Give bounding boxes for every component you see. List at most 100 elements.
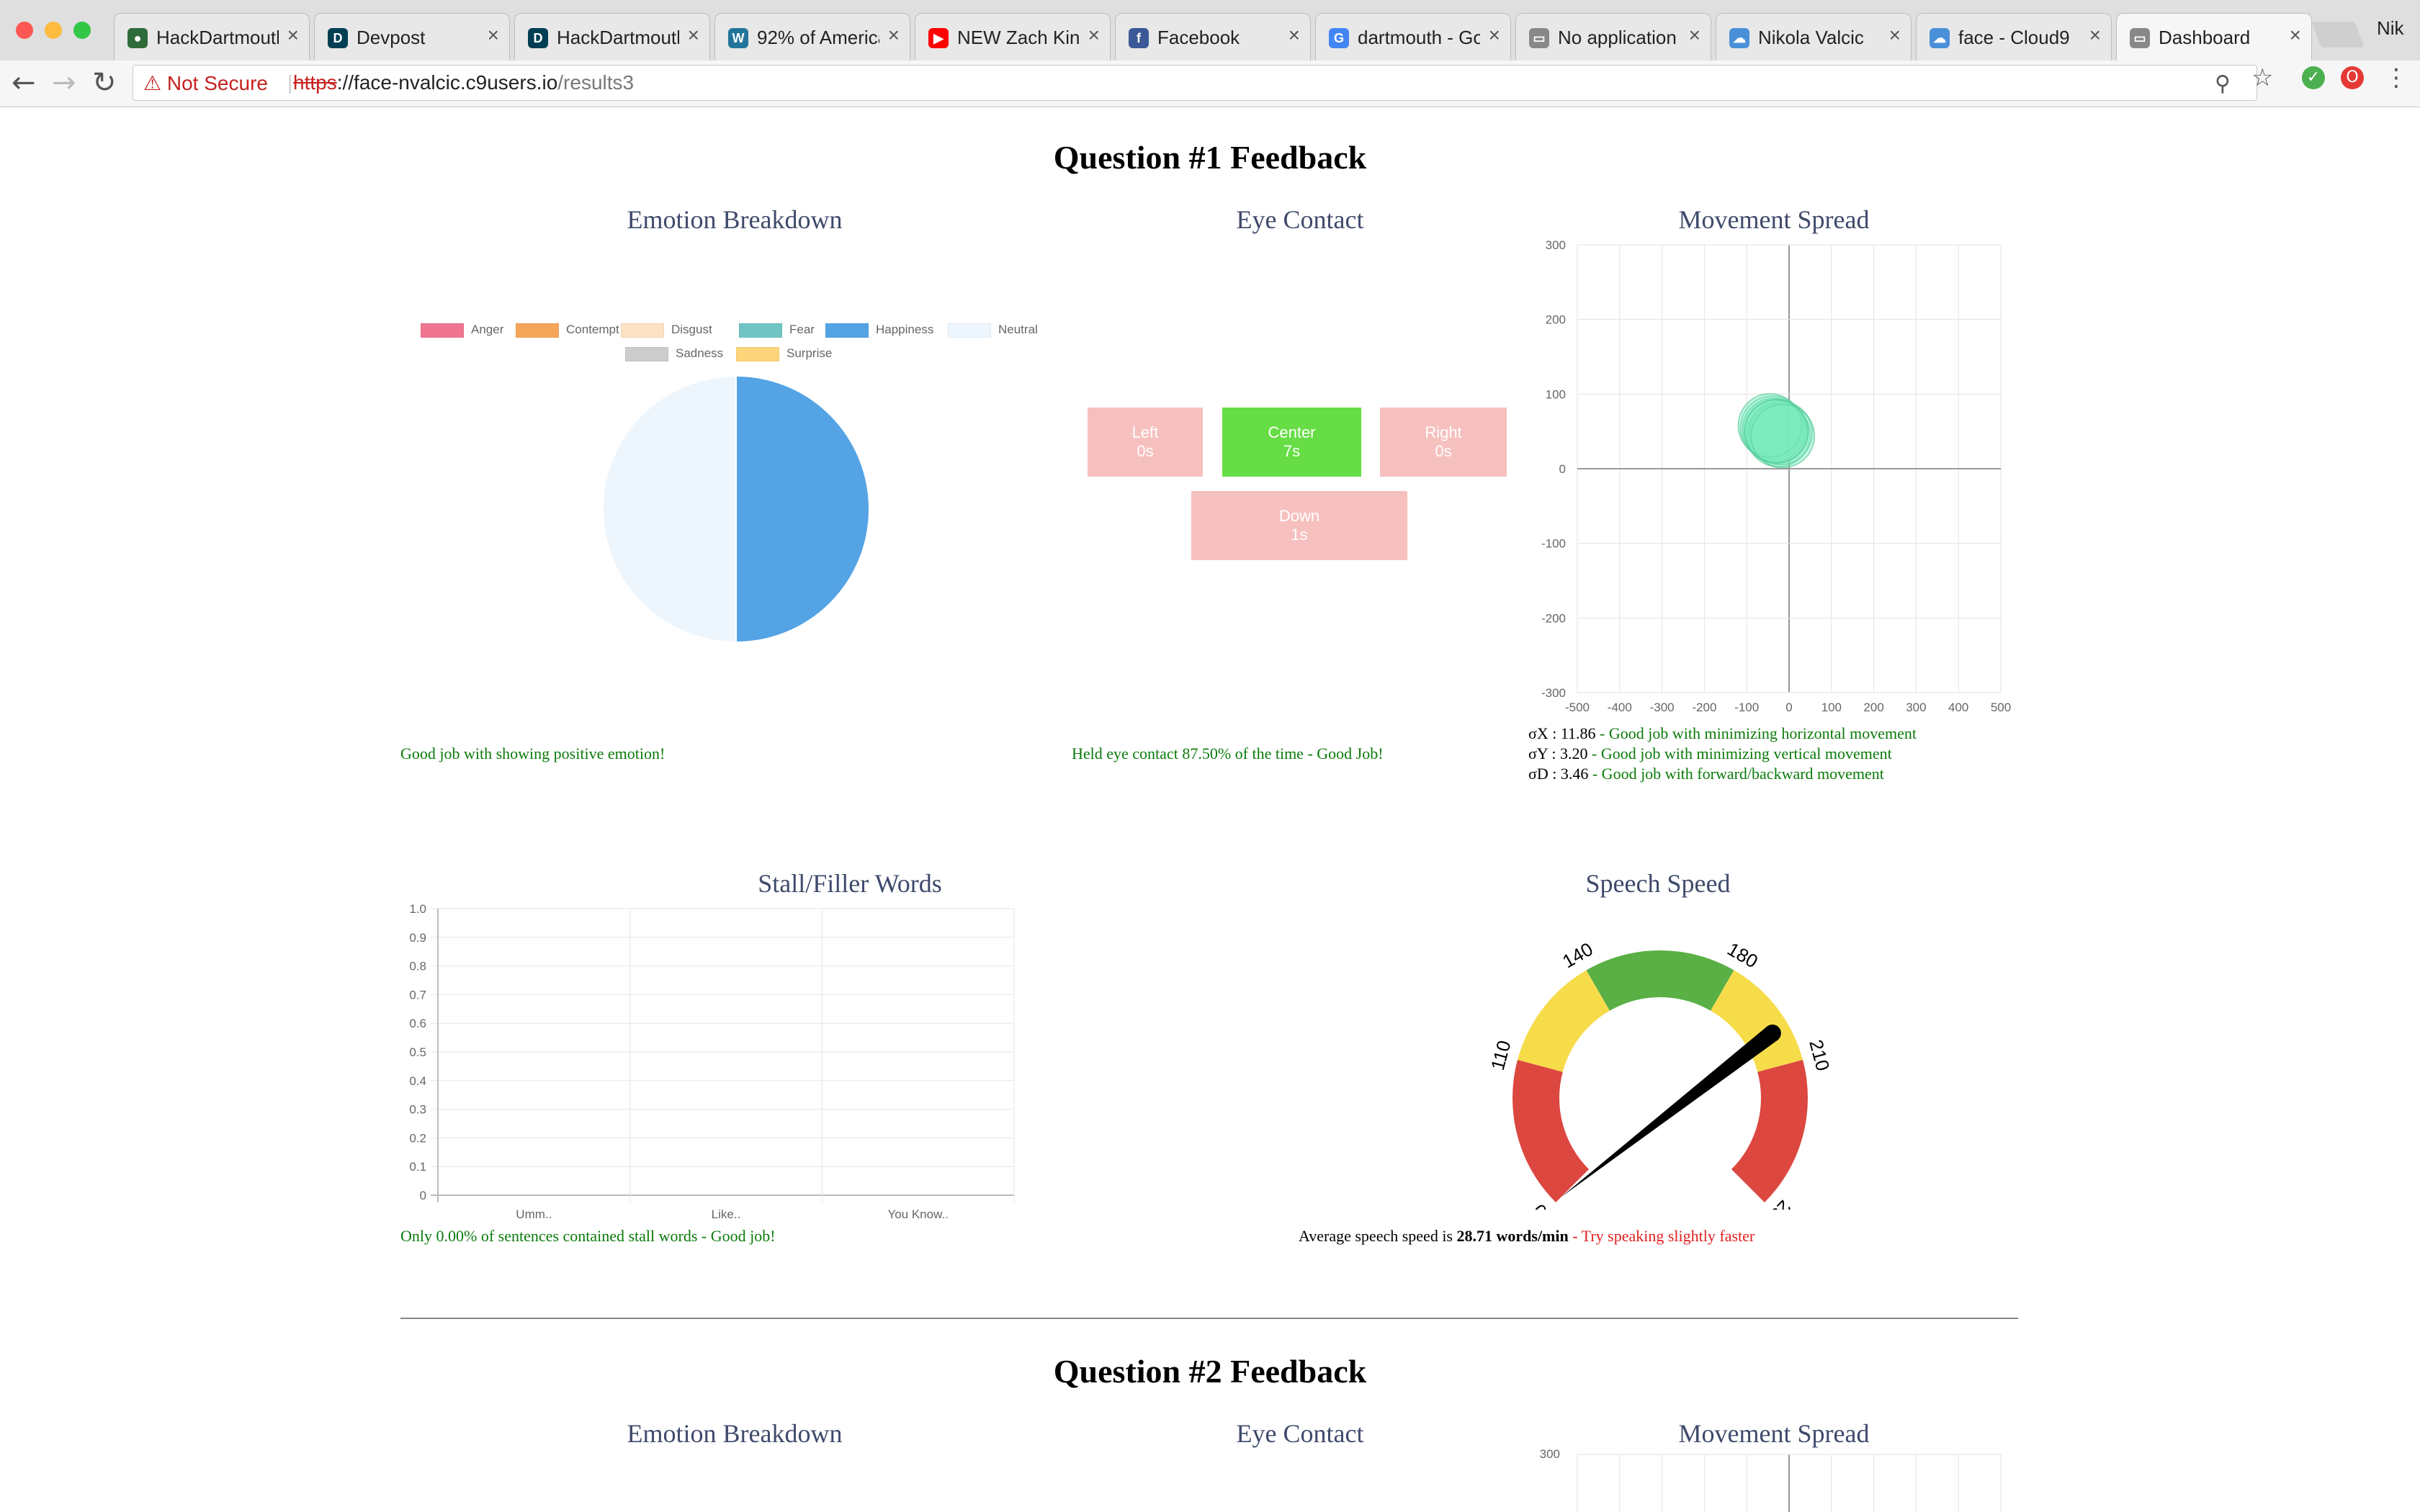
y-tick-label: 0.8 [409,960,426,973]
close-window-button[interactable] [16,22,33,39]
x-tick-label: -300 [1650,701,1675,714]
address-bar[interactable]: ⚠ Not Secure | https://face-nvalcic.c9us… [133,65,2257,101]
close-tab-icon[interactable]: × [2289,24,2301,46]
maximize-window-button[interactable] [73,22,91,39]
extension-check-icon[interactable]: ✓ [2302,66,2325,89]
legend-item[interactable]: Disgust [621,323,712,338]
gauge-tick-label: 140 [1559,938,1597,973]
back-button[interactable]: ← [12,66,36,99]
legend-item[interactable]: Contempt [516,323,619,338]
browser-toolbar: ← → ↻ ⚠ Not Secure | https://face-nvalci… [0,60,2420,107]
scatter-point[interactable] [1742,397,1807,463]
tab[interactable]: ☁ Nikola Valcic × [1716,13,1912,60]
gauge-band [1711,970,1803,1072]
q2-movement-scatter-chart: 300 [1540,1447,2002,1512]
close-tab-icon[interactable]: × [1688,24,1700,46]
pie-slice-happiness[interactable] [735,374,870,644]
y-tick-label: 200 [1546,313,1566,327]
tab[interactable]: ▭ Dashboard × [2116,13,2312,60]
legend-swatch [516,323,559,338]
sigma-x-line: σX : 11.86 - Good job with minimizing ho… [1528,724,1917,744]
sigma-d-label: σD : 3.46 [1528,765,1589,783]
tab[interactable]: ● HackDartmouth × [114,13,310,60]
x-tick-label: -100 [1734,701,1759,714]
new-tab-button[interactable] [2311,22,2365,48]
menu-icon[interactable]: ⋮ [2384,63,2408,92]
extension-opera-icon[interactable]: O [2341,66,2364,89]
y-tick-label: 0 [1559,462,1566,476]
gauge-band [1512,1059,1590,1202]
close-tab-icon[interactable]: × [1888,24,1901,46]
close-tab-icon[interactable]: × [287,24,299,46]
zoom-icon[interactable]: ⚲ [2215,71,2231,96]
legend-item[interactable]: Surprise [736,346,832,361]
youtube-icon: ▶ [928,28,949,48]
x-tick-label: Like.. [712,1207,741,1221]
gauge-needle-cap [1763,1025,1781,1042]
security-label: Not Secure [166,72,268,94]
tab[interactable]: ▶ NEW Zach King × [915,13,1111,60]
stall-words-title: Stall/Filler Words [758,869,942,898]
close-tab-icon[interactable]: × [1088,24,1100,46]
legend-item[interactable]: Anger [421,323,503,338]
close-tab-icon[interactable]: × [887,24,900,46]
legend-swatch [736,346,779,361]
tab-label: HackDartmouth [557,27,679,48]
url-text[interactable]: https://face-nvalcic.c9users.io/results3 [293,71,634,94]
gauge-band [1586,950,1734,1011]
legend-label: Neutral [998,323,1038,336]
tab[interactable]: f Facebook × [1115,13,1311,60]
tab[interactable]: D HackDartmouth × [514,13,710,60]
close-tab-icon[interactable]: × [1288,24,1300,46]
x-tick-label: -200 [1692,701,1716,714]
bookmark-star-icon[interactable]: ☆ [2251,63,2274,92]
eye-center-label: Center [1268,423,1316,441]
tab[interactable]: D Devpost × [314,13,510,60]
tab-label: No application [1558,27,1677,48]
eye-left-label: Left [1131,423,1159,441]
wordpress-icon: W [728,28,748,48]
close-tab-icon[interactable]: × [487,24,499,46]
close-tab-icon[interactable]: × [2089,24,2101,46]
stall-words-bar-chart: 1.0 0.9 0.8 0.7 0.6 0.5 0.4 0.3 0.2 0.1 0 Umm.. Lik… [409,902,1015,1221]
pie-slice-neutral[interactable] [602,374,737,644]
sigma-y-line: σY : 3.20 - Good job with minimizing ver… [1528,744,1917,764]
eye-left-value: 0s [1137,442,1154,460]
legend-label: Sadness [676,346,724,360]
y-tick-label: 0.9 [409,931,426,945]
scatter-point[interactable] [1750,403,1816,469]
scatter-point[interactable] [1748,400,1814,466]
not-secure-indicator[interactable]: ⚠ Not Secure [143,72,268,94]
legend-label: Contempt [566,323,619,336]
legend-swatch [421,323,464,338]
eye-down-value: 1s [1291,526,1308,544]
emotion-breakdown-title: Emotion Breakdown [627,205,843,234]
gauge-band [1731,1059,1808,1202]
close-tab-icon[interactable]: × [687,24,699,46]
question-1-heading: Question #1 Feedback [1053,139,1367,176]
legend-item[interactable]: Fear [739,323,815,338]
tab[interactable]: ▭ No application × [1515,13,1711,60]
url-protocol: https [293,71,337,94]
cloud9-icon: ☁ [1930,28,1950,48]
reload-button[interactable]: ↻ [92,66,117,99]
q2-emotion-breakdown-title: Emotion Breakdown [627,1419,843,1448]
tab-label: HackDartmouth [156,27,279,48]
legend-item[interactable]: Happiness [825,323,933,338]
legend-item[interactable]: Neutral [948,323,1038,338]
speech-speed-value: 28.71 words/min [1456,1227,1569,1245]
tab[interactable]: ☁ face - Cloud9 × [1916,13,2112,60]
address-separator: | [287,71,293,94]
legend-item[interactable]: Sadness [625,346,723,361]
eye-down-label: Down [1278,507,1320,525]
profile-name[interactable]: Nik [2377,17,2404,39]
close-tab-icon[interactable]: × [1488,24,1500,46]
scatter-point[interactable] [1744,399,1809,464]
y-tick-label: 1.0 [409,902,426,916]
x-tick-label: 400 [1948,701,1968,714]
minimize-window-button[interactable] [45,22,62,39]
forward-button[interactable]: → [52,66,76,99]
x-tick-label: 500 [1991,701,2011,714]
tab[interactable]: W 92% of American × [714,13,910,60]
